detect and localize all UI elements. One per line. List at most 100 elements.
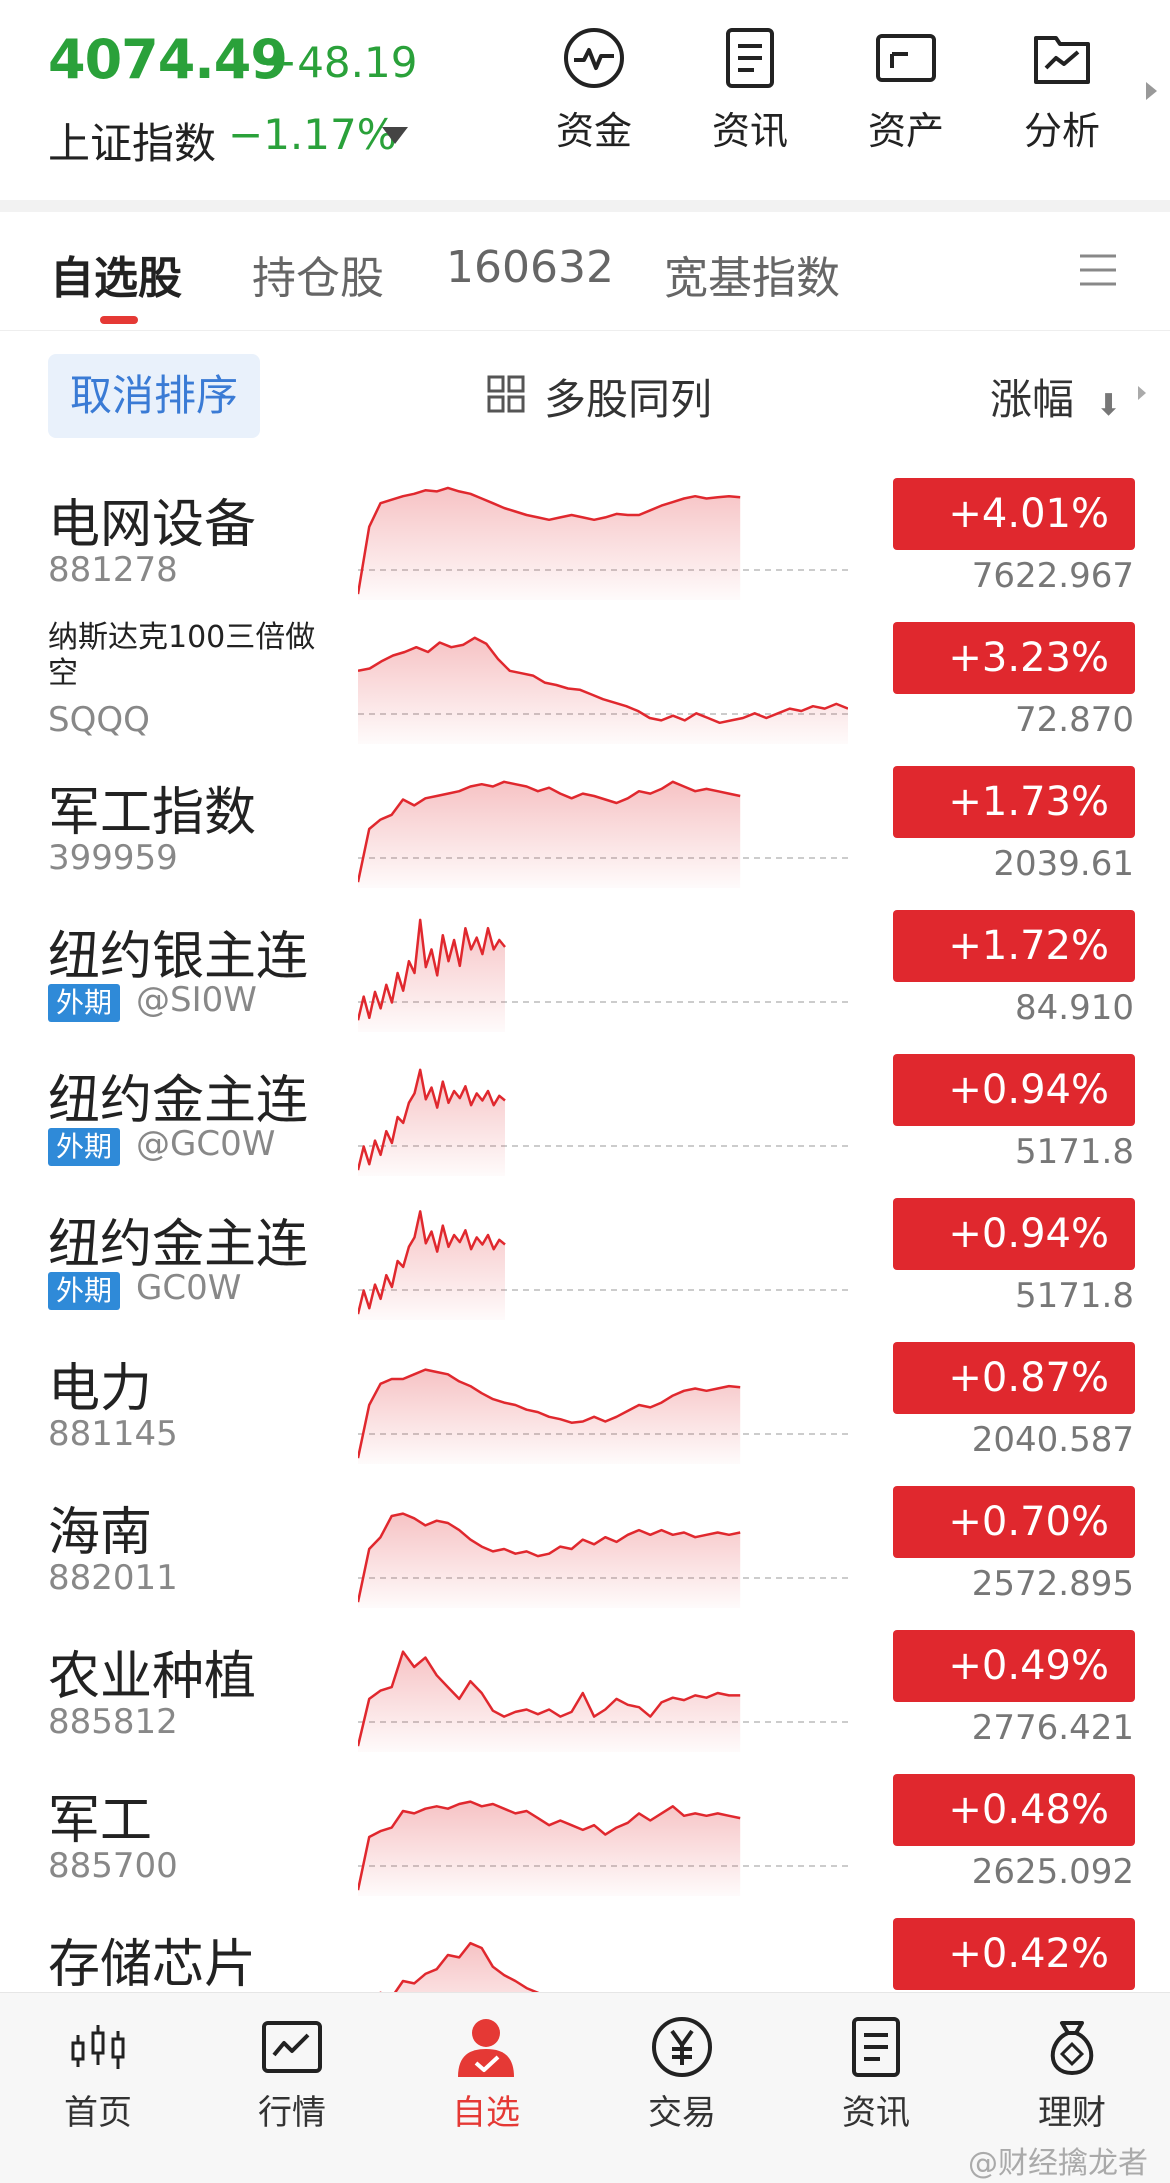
stock-row[interactable]: 纳斯达克100三倍做空 SQQQ +3.23% 72.870 <box>0 608 1170 753</box>
stock-code: 881145 <box>48 1414 178 1454</box>
sort-descending-icon: ⬇ <box>1096 388 1122 423</box>
active-tab-indicator <box>100 316 138 324</box>
change-percent-badge[interactable]: +0.48% <box>893 1774 1135 1846</box>
fund-flow-icon <box>564 28 624 88</box>
stock-row[interactable]: 电网设备 881278 +4.01% 7622.967 <box>0 464 1170 609</box>
list-toolbar: 取消排序 多股同列 涨幅 ⬇ <box>0 330 1170 465</box>
nav-home[interactable]: 首页 <box>28 2015 168 2134</box>
stock-name: 纽约银主连 <box>48 927 309 987</box>
intraday-sparkline <box>358 1210 848 1320</box>
change-percent-badge[interactable]: +3.23% <box>893 622 1135 694</box>
intraday-sparkline <box>358 918 848 1032</box>
section-divider <box>0 200 1170 212</box>
index-name[interactable]: 上证指数 <box>48 119 217 168</box>
nav-label: 首页 <box>64 2093 132 2133</box>
index-value[interactable]: 4074.49 <box>48 28 288 91</box>
sparkline-area <box>358 781 741 888</box>
change-percent-badge[interactable]: +0.49% <box>893 1630 1135 1702</box>
nav-wealth[interactable]: 理财 <box>1002 2015 1142 2134</box>
stock-code: 885700 <box>48 1846 178 1886</box>
index-header: 4074.49 −48.19 上证指数 −1.17% 资金 资讯 资产 <box>0 0 1170 200</box>
stock-name: 海南 <box>48 1503 153 1563</box>
nav-watchlist[interactable]: 自选 <box>416 2015 556 2134</box>
sparkline-area <box>358 1651 741 1752</box>
intraday-sparkline <box>358 1512 848 1608</box>
stock-row[interactable]: 纽约金主连 外期 @GC0W +0.94% 5171.8 <box>0 1040 1170 1185</box>
change-percent-badge[interactable]: +0.94% <box>893 1198 1135 1270</box>
change-percent-badge[interactable]: +0.87% <box>893 1342 1135 1414</box>
stock-price: 2776.421 <box>971 1708 1134 1748</box>
nav-trade[interactable]: 交易 <box>612 2015 752 2134</box>
index-dropdown-icon[interactable] <box>382 127 408 144</box>
sparkline-line <box>358 1650 741 1747</box>
nav-news[interactable]: 资讯 <box>806 2015 946 2134</box>
stock-row[interactable]: 军工指数 399959 +1.73% 2039.61 <box>0 752 1170 897</box>
stock-row[interactable]: 海南 882011 +0.70% 2572.895 <box>0 1472 1170 1617</box>
sparkline-area <box>358 487 741 600</box>
chevron-right-icon <box>1138 386 1146 400</box>
stock-row[interactable]: 纽约银主连 外期 @SI0W +1.72% 84.910 <box>0 896 1170 1041</box>
change-percent-badge[interactable]: +4.01% <box>893 478 1135 550</box>
quick-action-label: 分析 <box>1023 109 1100 153</box>
stock-price: 2039.61 <box>993 844 1134 884</box>
change-percent-badge[interactable]: +1.72% <box>893 910 1135 982</box>
stock-name: 军工指数 <box>48 783 257 843</box>
sparkline-area <box>358 1069 505 1176</box>
stock-price: 72.870 <box>1015 700 1134 740</box>
change-percent-badge[interactable]: +1.73% <box>893 766 1135 838</box>
sparkline-area <box>358 1211 505 1320</box>
stock-price: 2572.895 <box>971 1564 1134 1604</box>
sparkline-line <box>358 1068 506 1171</box>
quick-action-analysis[interactable]: 分析 <box>1002 26 1122 155</box>
news-icon <box>852 2017 900 2077</box>
quick-action-news[interactable]: 资讯 <box>690 26 810 155</box>
sparkline-line <box>358 636 848 725</box>
change-percent-badge[interactable]: +0.94% <box>893 1054 1135 1126</box>
stock-name: 纳斯达克100三倍做空 <box>48 620 316 691</box>
change-percent-badge[interactable]: +0.42% <box>893 1918 1135 1990</box>
tab-favorites[interactable]: 自选股 <box>50 253 182 304</box>
stock-name: 存储芯片 <box>48 1935 257 1995</box>
index-percent: −1.17% <box>228 110 397 159</box>
stock-name: 农业种植 <box>48 1647 257 1707</box>
sparkline-line <box>358 1210 506 1315</box>
intraday-sparkline <box>358 1068 848 1176</box>
sparkline-line <box>358 486 741 595</box>
stock-code: SQQQ <box>48 700 150 740</box>
stock-name: 纽约金主连 <box>48 1071 309 1131</box>
sparkline-line <box>358 780 741 883</box>
stock-code: 885812 <box>48 1702 178 1742</box>
nav-label: 行情 <box>258 2093 326 2133</box>
stock-name: 电网设备 <box>48 495 257 555</box>
sparkline-area <box>358 919 505 1032</box>
stock-price: 5171.8 <box>1015 1276 1134 1316</box>
nav-label: 理财 <box>1038 2093 1106 2133</box>
tab-broad-index[interactable]: 宽基指数 <box>664 253 840 304</box>
stock-row[interactable]: 电力 881145 +0.87% 2040.587 <box>0 1328 1170 1473</box>
stock-name: 军工 <box>48 1791 153 1851</box>
stock-row[interactable]: 农业种植 885812 +0.49% 2776.421 <box>0 1616 1170 1761</box>
grid-icon[interactable] <box>486 374 526 414</box>
quick-action-assets[interactable]: 资产 <box>846 26 966 155</box>
nav-market[interactable]: 行情 <box>222 2015 362 2134</box>
stock-row[interactable]: 军工 885700 +0.48% 2625.092 <box>0 1760 1170 1905</box>
tab-fund-160632[interactable]: 160632 <box>446 242 614 293</box>
chart-analysis-icon <box>1034 36 1090 84</box>
quick-action-fund[interactable]: 资金 <box>534 26 654 155</box>
news-icon <box>726 28 774 88</box>
change-percent-badge[interactable]: +0.70% <box>893 1486 1135 1558</box>
stock-code: GC0W <box>136 1268 242 1308</box>
stock-code: 399959 <box>48 838 178 878</box>
multi-stock-view-button[interactable]: 多股同列 <box>544 375 713 424</box>
tab-holdings[interactable]: 持仓股 <box>252 253 384 304</box>
stock-code: 882011 <box>48 1558 178 1598</box>
more-actions-arrow-icon[interactable] <box>1146 82 1157 100</box>
stock-row[interactable]: 纽约金主连 外期 GC0W +0.94% 5171.8 <box>0 1184 1170 1329</box>
cancel-sort-button[interactable]: 取消排序 <box>48 354 260 438</box>
tabs-menu-icon[interactable] <box>1078 252 1118 288</box>
sparkline-line <box>358 1800 741 1891</box>
bottom-nav: 首页 行情 自选 交易 资讯 <box>0 1992 1170 2183</box>
sort-by-change-button[interactable]: 涨幅 <box>990 375 1075 424</box>
sparkline-area <box>358 1513 741 1608</box>
market-chart-icon <box>262 2021 322 2073</box>
